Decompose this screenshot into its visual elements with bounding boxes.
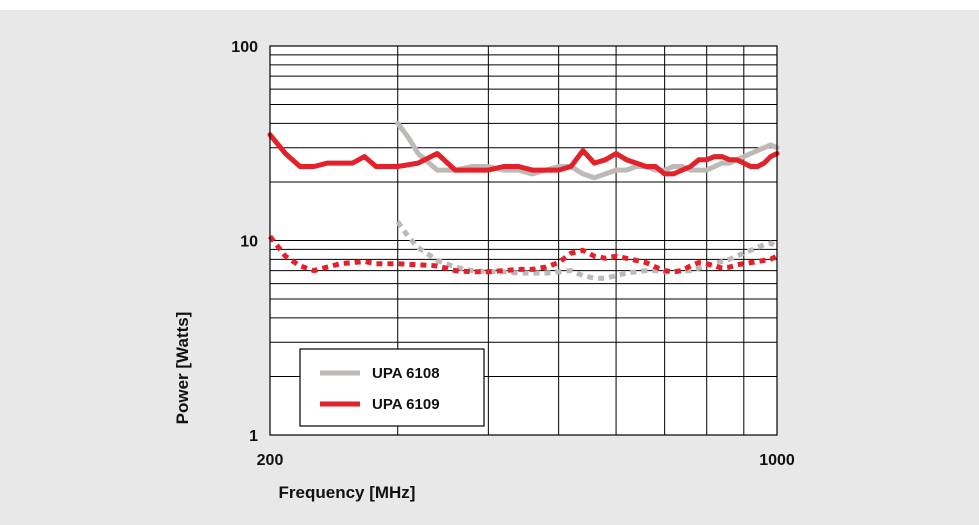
y-axis-title: Power [Watts] [173, 312, 192, 425]
series-layer [267, 120, 780, 281]
plot-frame [269, 45, 778, 436]
series-upa-6109-dotted-line [268, 234, 779, 275]
legend-label-upa-6109: UPA 6109 [372, 396, 440, 413]
tick-labels: 1 10 100 200 1000 [231, 39, 795, 469]
legend-label-upa-6108: UPA 6108 [372, 365, 440, 382]
legend-box [299, 348, 485, 427]
y-tick-label: 10 [240, 234, 258, 251]
y-tick-label: 1 [249, 428, 258, 445]
legend: UPA 6108 UPA 6109 [299, 348, 485, 427]
x-tick-label: 1000 [759, 452, 795, 469]
frequency-power-chart: 1 10 100 200 1000 Frequency [MHz] Power [Wat… [173, 39, 795, 502]
series-upa-6108-dotted-line [395, 220, 779, 281]
series-upa-6109-solid-line [267, 132, 780, 177]
y-tick-label: 100 [231, 39, 258, 56]
x-axis-title: Frequency [MHz] [279, 483, 416, 502]
chart-panel: 1 10 100 200 1000 Frequency [MHz] Power [Wat… [0, 10, 979, 525]
x-tick-label: 200 [257, 452, 284, 469]
